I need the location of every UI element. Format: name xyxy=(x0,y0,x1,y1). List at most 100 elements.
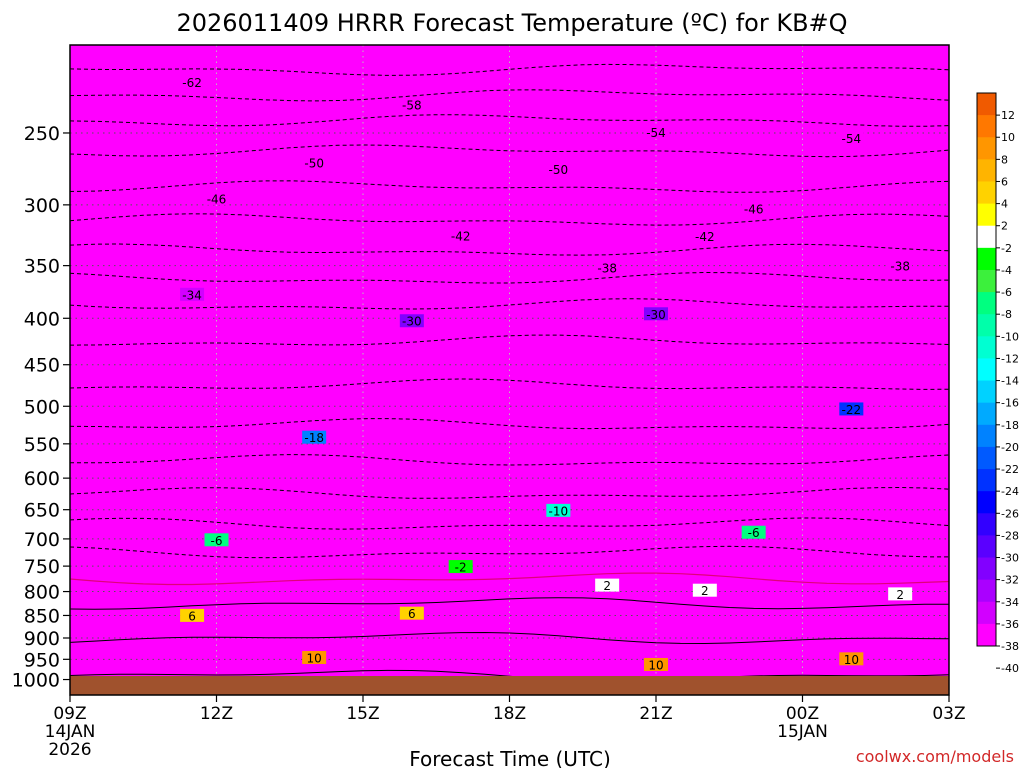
colorbar-label-22: -34 xyxy=(1001,596,1019,609)
contour-label-bg-25 xyxy=(399,606,424,620)
colorbar-swatch-4 xyxy=(977,181,996,205)
contour-label-16: -18 xyxy=(304,431,324,445)
contour-4 xyxy=(70,597,949,610)
ground-layer xyxy=(70,676,949,695)
contour-label-bg-26 xyxy=(644,657,668,671)
y-tick-label-350: 350 xyxy=(24,256,60,278)
colorbar-swatch-17 xyxy=(977,469,996,492)
colorbar-label-4: 4 xyxy=(1001,198,1008,211)
colorbar-label-25: -40 xyxy=(1001,662,1019,675)
x-tick-label-18Z: 18Z xyxy=(493,704,526,724)
x-tick-label-15Z: 15Z xyxy=(346,704,379,724)
contour-label-10: -38 xyxy=(890,259,910,273)
colorbar-swatch-7 xyxy=(977,247,996,271)
contour-label-21: 2 xyxy=(701,584,709,598)
contour-label-bg-21 xyxy=(692,583,717,597)
contour-label-4: -50 xyxy=(304,156,324,170)
contour-label-9: -42 xyxy=(695,230,715,244)
colorbar: 12 10 8 6 4 2 -2 -4 -6 -8 -10 -12 -14 -16 -18 -20 -22 -24… xyxy=(976,92,1019,675)
colorbar-label-1: 10 xyxy=(1001,131,1015,144)
colorbar-swatch-6 xyxy=(977,225,996,249)
contour-label-11: -38 xyxy=(597,261,617,275)
contour-label-20: -2 xyxy=(455,561,467,575)
contour-label-22: 2 xyxy=(896,588,904,602)
contour-0 xyxy=(70,572,949,586)
y-tick-label-250: 250 xyxy=(24,123,60,145)
colorbar-swatch-5 xyxy=(977,203,996,227)
contour-label-bg-13 xyxy=(399,314,424,328)
colorbar-swatch-23 xyxy=(977,601,996,625)
colorbar-label-23: -36 xyxy=(1001,618,1019,631)
colorbar-label-12: -14 xyxy=(1001,375,1019,388)
contour-label-bg-22 xyxy=(888,587,913,601)
contour-label-19: -6 xyxy=(211,534,223,548)
contour-label-8: -42 xyxy=(451,230,471,244)
contour-label-bg-16 xyxy=(302,430,327,444)
contour-label-bg-20 xyxy=(448,560,473,574)
contour-label-bg-9 xyxy=(692,229,717,243)
colorbar-swatch-20 xyxy=(977,535,996,559)
colorbar-label-17: -24 xyxy=(1001,485,1019,498)
colorbar-label-10: -10 xyxy=(1001,330,1019,343)
contour-label-17: -10 xyxy=(549,504,569,518)
colorbar-label-16: -22 xyxy=(1001,463,1019,476)
contour-label-12: -34 xyxy=(182,288,202,302)
watermark: coolwx.com/models xyxy=(856,747,1014,766)
colorbar-label-11: -12 xyxy=(1001,352,1019,365)
colorbar-label-6: -2 xyxy=(1001,242,1012,255)
y-tick-label-800: 800 xyxy=(24,582,60,604)
band--64 xyxy=(70,51,949,695)
y-tick-label-300: 300 xyxy=(24,195,60,217)
y-tick-label-950: 950 xyxy=(24,649,60,671)
contour-label-18: -6 xyxy=(748,526,760,540)
x-axis-label: Forecast Time (UTC) xyxy=(409,747,611,768)
colorbar-swatch-3 xyxy=(977,159,996,182)
colorbar-swatch-0 xyxy=(977,93,996,116)
colorbar-swatch-2 xyxy=(977,137,996,160)
contour-label-bg-14 xyxy=(644,307,668,321)
y-tick-label-500: 500 xyxy=(24,396,60,418)
colorbar-swatch-10 xyxy=(977,314,996,337)
x-tick-sublabel-09Z: 14JAN xyxy=(45,722,96,742)
colorbar-label-7: -4 xyxy=(1001,264,1012,277)
contour-label-bg-7 xyxy=(204,191,229,205)
colorbar-swatch-15 xyxy=(977,424,996,448)
colorbar-label-8: -6 xyxy=(1001,286,1012,299)
colorbar-swatch-16 xyxy=(977,446,996,470)
x-tick-label-09Z: 09Z xyxy=(53,704,86,724)
y-tick-label-700: 700 xyxy=(24,529,60,551)
colorbar-label-3: 6 xyxy=(1001,175,1008,188)
colorbar-swatch-12 xyxy=(977,358,996,382)
contour-label-bg-2 xyxy=(644,125,668,139)
colorbar-label-18: -26 xyxy=(1001,507,1019,520)
contour-label-bg-24 xyxy=(180,608,205,622)
contour-label-bg-3 xyxy=(839,131,864,145)
contour-label-bg-4 xyxy=(302,155,327,169)
contour-label-bg-6 xyxy=(741,201,766,215)
contour-label-bg-15 xyxy=(839,402,864,416)
contour-label-26: 10 xyxy=(648,658,663,672)
contour-label-bg-12 xyxy=(180,287,205,301)
contour-label-6: -46 xyxy=(744,202,764,216)
x-tick-label-00Z: 00Z xyxy=(786,704,819,724)
contour-labels: -62-58-54 -54-50 -50-46-46-42 -42-38-38-34-… xyxy=(180,75,913,672)
contour-label-15: -22 xyxy=(842,403,862,417)
contour-label-3: -54 xyxy=(842,132,862,146)
x-tick-label-12Z: 12Z xyxy=(200,704,233,724)
x-tick-year-09Z: 2026 xyxy=(48,740,91,760)
contour-label-bg-19 xyxy=(204,533,229,547)
x-tick-label-21Z: 21Z xyxy=(639,704,672,724)
contour-label-bg-18 xyxy=(741,525,766,539)
contour-label-7: -46 xyxy=(207,192,227,206)
contour-label-bg-23 xyxy=(595,578,620,592)
y-tick-label-850: 850 xyxy=(24,605,60,627)
colorbar-swatch-21 xyxy=(977,557,996,581)
colorbar-swatch-13 xyxy=(977,380,996,404)
contour-8 xyxy=(70,631,949,645)
contour-label-bg-17 xyxy=(546,503,571,517)
contour-label-bg-11 xyxy=(595,260,620,274)
colorbar-frame xyxy=(976,92,997,647)
y-tick-label-600: 600 xyxy=(24,468,60,490)
